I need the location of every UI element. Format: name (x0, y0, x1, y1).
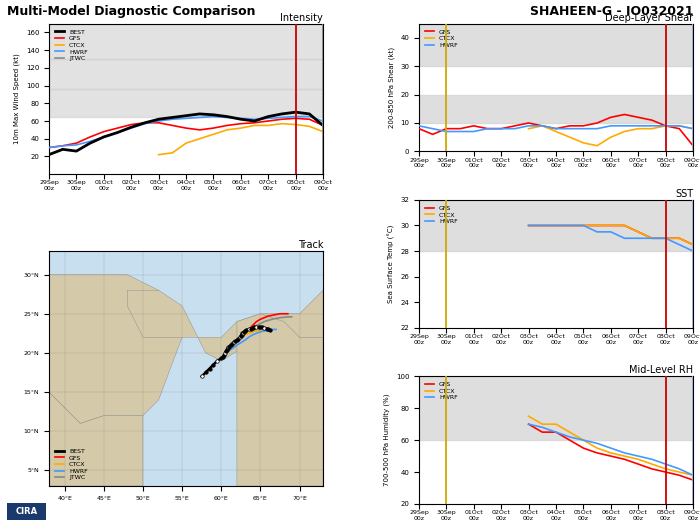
Polygon shape (49, 275, 182, 423)
Bar (49, 89, 323, 118)
Legend: GFS, CTCX, HWRF: GFS, CTCX, HWRF (422, 380, 460, 403)
Legend: GFS, CTCX, HWRF: GFS, CTCX, HWRF (422, 27, 460, 50)
Text: Multi-Model Diagnostic Comparison: Multi-Model Diagnostic Comparison (7, 5, 256, 18)
Bar (419, 24, 693, 66)
Bar (419, 94, 693, 123)
Text: Intensity: Intensity (280, 13, 323, 23)
Bar (419, 200, 693, 251)
Polygon shape (237, 314, 323, 486)
Polygon shape (127, 290, 198, 337)
Bar (49, 24, 323, 59)
Y-axis label: 700-500 hPa Humidity (%): 700-500 hPa Humidity (%) (384, 394, 390, 486)
Polygon shape (49, 392, 143, 486)
Bar (49, 59, 323, 89)
Legend: GFS, CTCX, HWRF: GFS, CTCX, HWRF (422, 203, 460, 227)
Text: SST: SST (675, 189, 693, 199)
Text: Mid-Level RH: Mid-Level RH (629, 365, 693, 375)
Y-axis label: Sea Surface Temp (°C): Sea Surface Temp (°C) (388, 225, 395, 303)
Bar (419, 376, 693, 440)
Text: CIRA: CIRA (15, 507, 37, 516)
Polygon shape (198, 290, 323, 361)
Y-axis label: 10m Max Wind Speed (kt): 10m Max Wind Speed (kt) (14, 54, 20, 144)
Text: Track: Track (298, 240, 323, 250)
Legend: BEST, GFS, CTCX, HWRF, JTWC: BEST, GFS, CTCX, HWRF, JTWC (52, 446, 90, 483)
Legend: BEST, GFS, CTCX, HWRF, JTWC: BEST, GFS, CTCX, HWRF, JTWC (52, 27, 90, 64)
Text: Deep-Layer Shear: Deep-Layer Shear (605, 13, 693, 23)
Text: SHAHEEN-G - IO032021: SHAHEEN-G - IO032021 (529, 5, 693, 18)
Y-axis label: 200-850 hPa Shear (kt): 200-850 hPa Shear (kt) (389, 47, 395, 128)
